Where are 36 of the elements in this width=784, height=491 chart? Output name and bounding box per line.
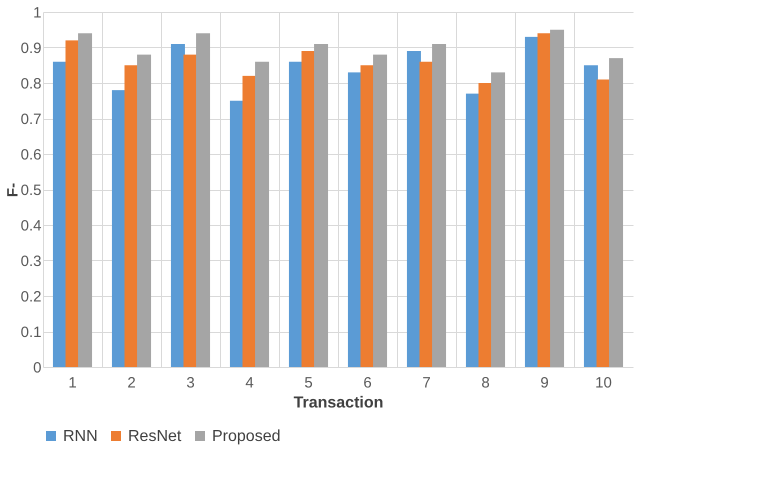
x-tick-label: 2 — [127, 374, 136, 392]
bar — [550, 30, 564, 367]
bar — [255, 62, 270, 367]
legend-label: ResNet — [128, 428, 182, 445]
legend-label: Proposed — [212, 428, 280, 445]
y-tick-label: 0.8 — [20, 76, 42, 92]
y-axis-title: F- — [4, 182, 22, 198]
y-tick-label: 0 — [33, 360, 42, 376]
bar — [373, 54, 388, 367]
y-tick-label: 1 — [33, 4, 42, 22]
x-tick-label: 3 — [186, 374, 195, 392]
x-tick-label: 6 — [363, 374, 372, 392]
bar — [609, 58, 624, 367]
bar — [78, 33, 92, 367]
x-tick-label: 10 — [595, 374, 612, 392]
y-tick-label: 0.6 — [20, 146, 42, 164]
x-tick-label: 1 — [68, 374, 77, 392]
bar — [314, 44, 328, 367]
y-tick-label: 0.4 — [20, 218, 42, 234]
bar — [491, 72, 506, 367]
x-tick-label: 8 — [481, 374, 490, 392]
bar — [432, 44, 446, 367]
x-tick-label: 9 — [540, 374, 549, 392]
y-tick-label: 0.9 — [20, 40, 42, 57]
y-tick-label: 0.2 — [20, 288, 42, 306]
y-tick-label: 0.3 — [20, 253, 42, 270]
x-axis-title: Transaction — [294, 394, 384, 412]
x-tick-label: 5 — [304, 374, 313, 392]
y-tick-label: 0.1 — [20, 324, 42, 341]
legend-label: RNN — [63, 428, 98, 445]
bar — [137, 54, 152, 367]
y-tick-label: 0.7 — [20, 111, 42, 128]
y-tick-label: 0.5 — [20, 182, 42, 199]
bar — [196, 33, 210, 367]
x-tick-label: 4 — [245, 374, 254, 392]
x-tick-label: 7 — [422, 374, 431, 392]
